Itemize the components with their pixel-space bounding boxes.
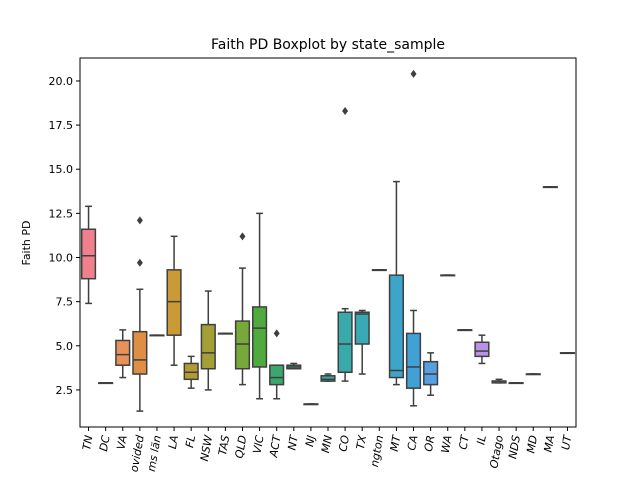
boxes-layer xyxy=(80,69,576,412)
box-2 xyxy=(115,329,131,379)
x-tick-label: VIC xyxy=(251,434,267,455)
box-iqr xyxy=(115,339,131,366)
x-tick-label: MT xyxy=(388,433,404,452)
box-1 xyxy=(98,382,114,385)
box-14 xyxy=(320,373,336,382)
x-tick-label: MA xyxy=(542,434,558,453)
x-tick-label: UT xyxy=(559,433,575,451)
box-iqr xyxy=(183,362,199,381)
box-iqr xyxy=(337,311,353,374)
x-tick-label: NJ xyxy=(303,434,318,448)
box-iqr xyxy=(166,269,182,336)
x-tick-label: TN xyxy=(80,434,95,451)
x-tick-label: MD xyxy=(524,434,540,454)
box-13 xyxy=(303,403,319,406)
box-25 xyxy=(508,382,524,385)
plot-frame xyxy=(79,57,577,428)
x-tick-label: NT xyxy=(285,433,301,451)
box-6 xyxy=(183,355,199,389)
x-tick-label: ngton xyxy=(368,434,386,468)
box-11 xyxy=(269,329,285,400)
x-tick-label: CT xyxy=(456,433,472,451)
y-tick-label: 5.0 xyxy=(56,340,74,353)
y-tick-label: 17.5 xyxy=(49,119,74,132)
box-24 xyxy=(491,378,507,384)
y-tick-label: 7.5 xyxy=(56,296,74,309)
x-tick-label: CA xyxy=(405,434,420,451)
box-21 xyxy=(440,274,456,277)
y-axis-label: Faith PD xyxy=(20,221,33,266)
x-tick-label: ACT xyxy=(267,433,284,459)
box-26 xyxy=(525,373,541,376)
box-iqr xyxy=(269,364,285,386)
x-tick-label: WA xyxy=(439,434,455,454)
box-iqr xyxy=(200,323,216,370)
box-iqr xyxy=(320,375,336,382)
box-4 xyxy=(149,334,165,337)
box-23 xyxy=(474,334,490,365)
y-tick-label: 12.5 xyxy=(49,207,74,220)
outlier-point xyxy=(136,216,143,225)
box-iqr xyxy=(474,341,490,358)
outlier-point xyxy=(410,69,417,78)
outlier-point xyxy=(273,329,280,338)
x-tick-label: TAS xyxy=(216,434,232,456)
box-iqr xyxy=(80,228,97,280)
box-7 xyxy=(200,290,216,391)
x-tick-label: FL xyxy=(183,434,198,449)
y-tick-label: 15.0 xyxy=(49,163,74,176)
box-20 xyxy=(423,352,439,396)
box-16 xyxy=(354,309,370,375)
y-tick-label: 10.0 xyxy=(49,252,74,265)
x-tick-label: MN xyxy=(319,434,335,454)
outlier-point xyxy=(239,232,246,241)
x-tick-label: TX xyxy=(354,434,369,451)
box-9 xyxy=(234,232,251,386)
box-15 xyxy=(337,106,353,382)
box-iqr xyxy=(251,306,268,368)
x-tick-label: NDS xyxy=(506,434,523,460)
box-iqr xyxy=(423,360,439,386)
x-tick-label: ms län xyxy=(145,434,164,472)
box-iqr xyxy=(388,274,405,379)
x-tick-label: OR xyxy=(422,434,438,452)
y-tick-label: 2.5 xyxy=(56,384,74,397)
box-27 xyxy=(542,186,558,189)
x-tick-label: Otago xyxy=(487,434,506,469)
outlier-point xyxy=(136,258,143,267)
box-18 xyxy=(388,180,405,386)
outlier-point xyxy=(342,106,349,115)
box-28 xyxy=(559,352,576,355)
box-10 xyxy=(251,212,268,400)
box-17 xyxy=(371,269,387,272)
box-0 xyxy=(80,205,97,305)
box-iqr xyxy=(354,311,370,345)
x-tick-label: VA xyxy=(114,434,129,450)
y-axis: 2.5 5.0 7.5 10.0 12.5 15.0 17.5 20.0 xyxy=(49,75,80,397)
x-tick-label: NSW xyxy=(198,433,216,462)
box-iqr xyxy=(234,320,251,370)
chart-title: Faith PD Boxplot by state_sample xyxy=(211,37,445,53)
x-tick-label: ovided xyxy=(128,433,147,473)
x-tick-label: DC xyxy=(97,434,113,452)
x-tick-label: CO xyxy=(336,434,352,453)
box-12 xyxy=(286,362,302,370)
box-iqr xyxy=(132,330,148,375)
box-5 xyxy=(166,235,182,366)
x-tick-label: LA xyxy=(166,434,181,450)
box-iqr xyxy=(405,332,422,389)
box-19 xyxy=(405,69,422,407)
y-tick-label: 20.0 xyxy=(49,75,74,88)
box-8 xyxy=(217,332,233,335)
box-22 xyxy=(457,329,473,332)
box-3 xyxy=(132,216,148,412)
x-tick-label: IL xyxy=(474,434,488,445)
x-tick-label: QLD xyxy=(233,434,250,459)
